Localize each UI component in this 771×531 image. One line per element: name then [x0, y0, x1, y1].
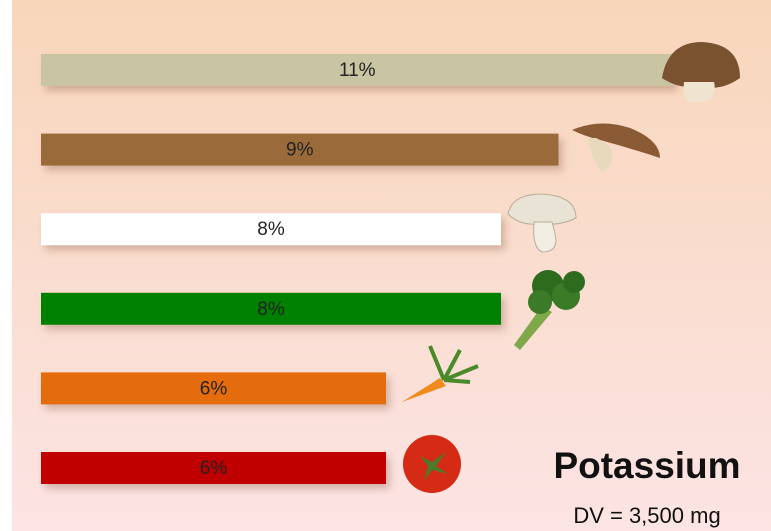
value-label: 8%	[257, 219, 285, 240]
page: {"chart_data": {"type": "bar", "title": …	[0, 0, 771, 531]
value-label: 9%	[286, 140, 314, 161]
value-label: 6%	[200, 378, 228, 399]
value-label: 8%	[257, 299, 285, 320]
value-label: 11%	[339, 60, 376, 81]
tomato	[403, 435, 461, 493]
value-label: 6%	[200, 458, 228, 479]
chart-title: Potassium	[553, 445, 740, 486]
chart: 11% 9% 8% 8% 6% 6% Potassium DV = 3,500 mg	[0, 0, 771, 531]
chart-subtitle: DV = 3,500 mg	[573, 503, 720, 528]
